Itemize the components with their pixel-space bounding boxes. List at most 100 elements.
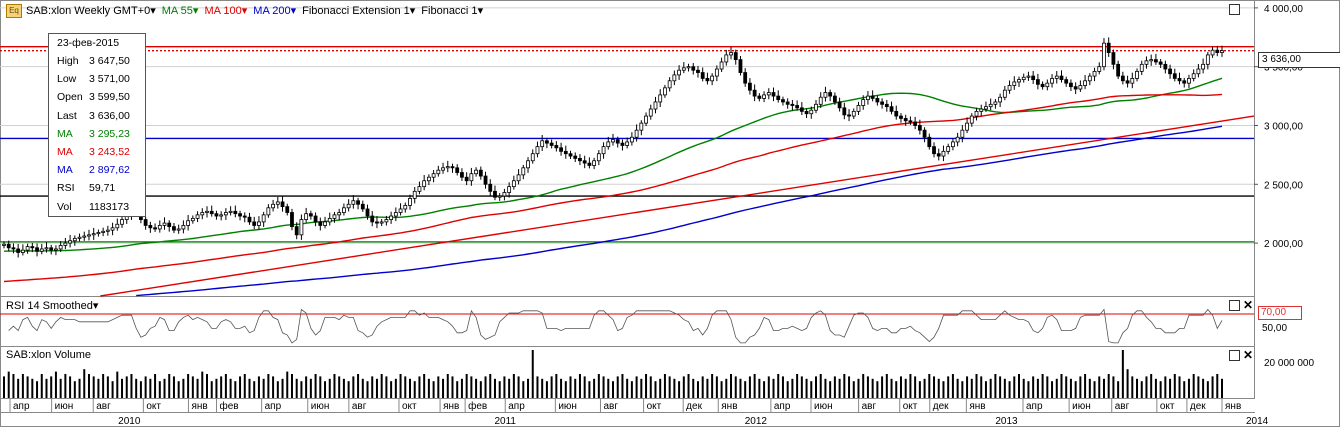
chevron-down-icon[interactable]: ▾ (241, 4, 248, 17)
volume-bar (130, 374, 133, 398)
volume-bar (413, 381, 416, 398)
legend-fib-label: Fibonacci 1 (421, 4, 478, 17)
x-month-label: апр (774, 401, 791, 412)
x-month-label: апр (508, 401, 525, 412)
x-month-label: авг (352, 401, 367, 412)
data-window-value: 3 647,50 (89, 55, 130, 68)
candle-body (526, 160, 530, 169)
candle-body (82, 235, 87, 238)
chevron-down-icon[interactable]: ▾ (290, 4, 297, 17)
x-month-label: авг (96, 401, 111, 412)
volume-bar (545, 381, 548, 398)
volume-bar (465, 374, 468, 398)
volume-bar (687, 374, 690, 398)
legend-ma55[interactable]: MA 55▾ (162, 4, 199, 17)
legend-ma100[interactable]: MA 100▾ (204, 4, 247, 17)
rsi-maximize-button[interactable] (1229, 300, 1240, 311)
candle-body (781, 99, 785, 103)
volume-bar (904, 378, 907, 398)
chevron-down-icon[interactable]: ▾ (409, 4, 416, 17)
data-window-value: 59,71 (89, 182, 116, 195)
volume-bar (678, 381, 681, 398)
volume-bar (31, 378, 34, 398)
volume-close-button[interactable]: ✕ (1243, 348, 1254, 362)
candle-body (903, 118, 908, 122)
volume-bar (267, 374, 270, 398)
volume-bar (73, 381, 76, 398)
candle-body (384, 219, 389, 223)
candle-body (1205, 54, 1210, 65)
volume-bar (673, 378, 676, 398)
rsi-pane-title[interactable]: RSI 14 Smoothed▾ (6, 299, 98, 312)
volume-bar (460, 378, 463, 398)
symbol-icon[interactable]: Eq (6, 4, 22, 18)
candle-body (247, 216, 252, 223)
volume-bar (588, 381, 591, 398)
volume-bar (1074, 381, 1077, 398)
legend-ma200[interactable]: MA 200▾ (253, 4, 296, 17)
volume-bar (234, 381, 237, 398)
volume-bar (564, 381, 567, 398)
volume-bar (1027, 381, 1030, 398)
candle-body (497, 195, 502, 198)
volume-bar (314, 374, 317, 398)
volume-bar (40, 374, 43, 398)
volume-bar (758, 378, 761, 398)
candle-body (752, 89, 757, 97)
legend-fib-ext[interactable]: Fibonacci Extension 1▾ (302, 4, 415, 17)
volume-bar (682, 376, 685, 398)
data-window-value: 3 571,00 (89, 73, 130, 86)
volume-bar (1079, 376, 1082, 398)
volume-bar (446, 374, 449, 398)
volume-bar (172, 376, 175, 398)
volume-bar (781, 376, 784, 398)
volume-bar (352, 376, 355, 398)
volume-bar (1003, 378, 1006, 398)
symbol-title[interactable]: SAB:xlon Weekly GMT+0▾ (26, 4, 156, 17)
candle-body (214, 213, 219, 217)
volume-maximize-button[interactable] (1229, 350, 1240, 361)
data-window-value: 2 897,62 (89, 164, 130, 177)
maximize-button[interactable] (1229, 4, 1240, 15)
legend-fib-ext-label: Fibonacci Extension 1 (302, 4, 410, 17)
candle-body (91, 233, 96, 236)
candle-body (176, 228, 181, 231)
volume-bar (36, 381, 39, 398)
volume-bar (427, 378, 430, 398)
volume-bar (1046, 376, 1049, 398)
candle-body (946, 146, 951, 152)
chevron-down-icon[interactable]: ▾ (477, 4, 484, 17)
volume-bar (64, 374, 67, 398)
candle-body (1040, 83, 1045, 88)
candle-body (49, 247, 54, 251)
chevron-down-icon[interactable]: ▾ (192, 4, 199, 17)
x-year-label: 2012 (745, 416, 768, 427)
legend-fib[interactable]: Fibonacci 1▾ (421, 4, 483, 17)
rsi-close-button[interactable]: ✕ (1243, 298, 1254, 312)
candle-body (880, 101, 884, 105)
volume-bar (1178, 376, 1181, 398)
chevron-down-icon[interactable]: ▾ (150, 4, 156, 17)
candle-body (474, 169, 478, 175)
volume-bar (1065, 376, 1068, 398)
candle-body (587, 162, 592, 166)
candle-body (105, 229, 110, 232)
volume-bar (862, 374, 865, 398)
candle-body (530, 153, 535, 162)
volume-bar (895, 381, 898, 398)
volume-bar (1013, 376, 1016, 398)
volume-bar (139, 381, 142, 398)
volume-bar (409, 378, 411, 398)
candle-body (219, 214, 224, 217)
candle-body (917, 125, 922, 131)
candle-body (979, 108, 984, 112)
candle-body (738, 59, 743, 73)
candle-body (663, 87, 667, 96)
volume-bar (635, 376, 638, 398)
volume-bar (1173, 374, 1176, 398)
x-month-label: фев (468, 400, 487, 412)
volume-bar (541, 378, 544, 398)
chevron-down-icon[interactable]: ▾ (92, 300, 99, 312)
volume-bar (852, 381, 855, 398)
